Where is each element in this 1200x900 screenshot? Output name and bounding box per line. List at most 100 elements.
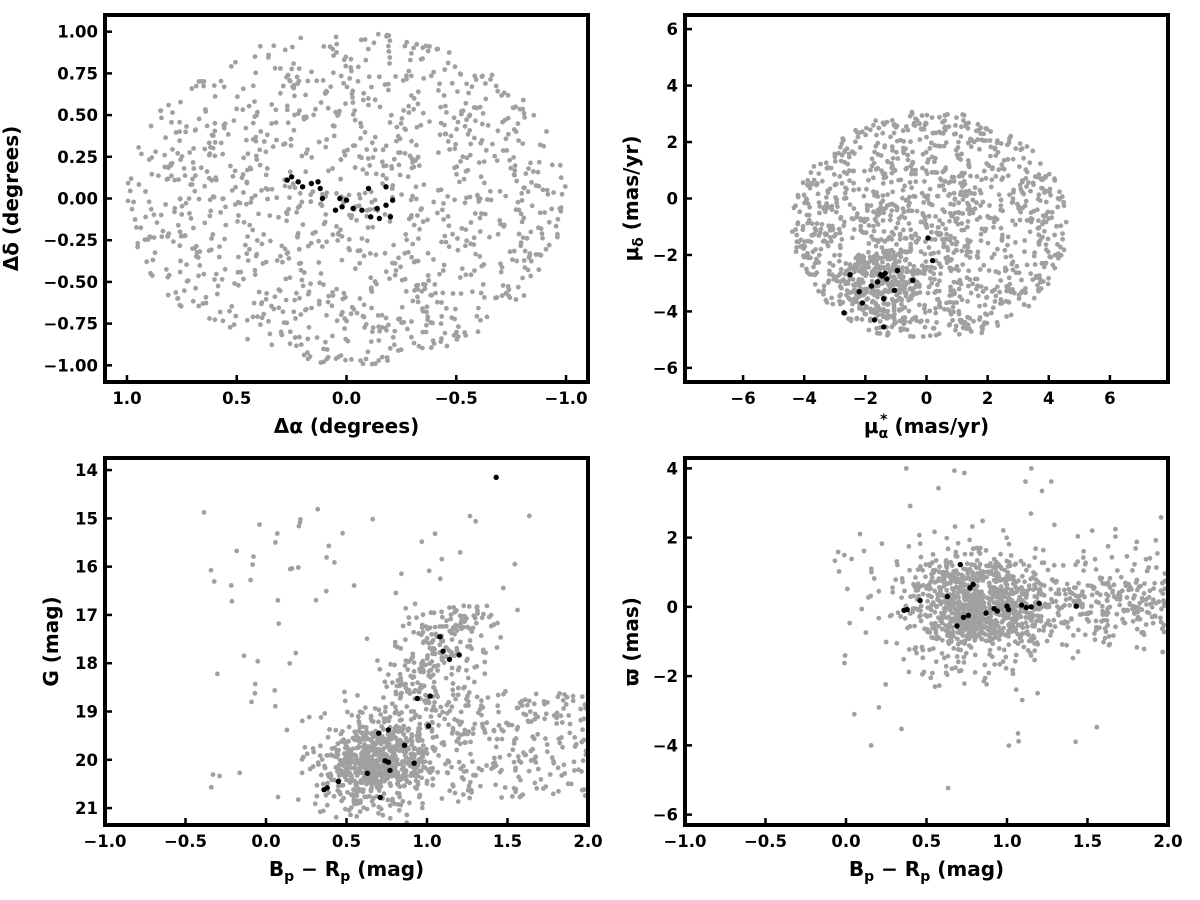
y-tick-label: −0.50 [43,273,98,292]
field-star-point [531,701,537,707]
field-star-point [376,338,382,343]
field-star-point [832,558,838,564]
field-star-point [343,63,349,69]
field-star-point [968,206,973,212]
field-star-point [396,162,402,168]
field-star-point [343,101,348,107]
field-star-point [470,731,476,737]
field-star-point [849,556,854,562]
field-star-point [435,210,440,216]
field-star-point [562,184,568,189]
field-star-point [487,736,492,742]
field-star-point [428,610,434,616]
field-star-point [160,228,166,234]
field-star-point [541,143,547,149]
field-star-point [423,692,428,698]
field-star-point [937,278,942,284]
field-star-point [570,693,576,699]
field-star-point [455,799,461,804]
field-star-point [891,308,897,313]
field-star-point [296,261,302,267]
field-star-point [892,203,898,209]
field-star-point [929,229,934,235]
field-star-point [882,171,888,177]
field-star-point [183,129,189,135]
field-star-point [919,318,924,324]
field-star-point [839,237,845,242]
x-tick-label: −0.5 [435,389,478,408]
field-star-point [361,302,367,308]
field-star-point [827,260,833,266]
field-star-point [551,190,556,195]
field-star-point [977,315,983,320]
field-star-point [268,238,273,244]
field-star-point [210,145,216,151]
field-star-point [886,252,892,258]
field-star-point [146,199,152,205]
field-star-point [420,281,426,287]
field-star-point [830,263,836,268]
field-star-point [439,609,444,615]
field-star-point [400,759,405,764]
field-star-point [910,167,915,173]
field-star-point [538,252,544,258]
field-star-point [475,611,480,616]
field-star-point [250,562,256,567]
field-star-point [964,252,969,258]
field-star-point [978,203,983,209]
field-star-point [285,120,291,126]
field-star-point [890,589,896,595]
field-star-point [1000,528,1006,533]
field-star-point [267,213,273,219]
field-star-point [409,254,414,260]
field-star-point [191,166,197,171]
field-star-point [985,213,990,219]
field-star-point [311,749,317,755]
field-star-point [1030,277,1036,283]
field-star-point [557,162,563,168]
field-star-point [982,624,987,629]
field-star-point [867,318,873,324]
field-star-point [246,103,252,109]
field-star-point [300,222,306,228]
y-tick-label: 16 [75,558,98,577]
field-star-point [388,112,394,118]
field-star-point [941,584,947,589]
field-star-point [982,302,988,308]
field-star-point [284,218,289,224]
field-star-point [1045,236,1051,242]
field-star-point [381,791,387,797]
field-star-point [488,77,493,82]
field-star-point [403,637,408,643]
field-star-point [218,140,224,146]
field-star-point [444,623,449,629]
field-star-point [252,267,258,273]
field-star-point [889,279,894,285]
field-star-point [959,170,965,176]
field-star-point [892,264,898,270]
field-star-point [427,119,432,124]
field-star-point [368,788,374,794]
field-star-point [385,672,391,677]
field-star-point [305,336,311,342]
field-star-point [850,235,855,241]
field-star-point [493,782,498,788]
field-star-point [207,151,213,157]
field-star-point [975,293,981,299]
field-star-point [303,92,308,98]
field-star-point [402,126,408,132]
field-star-point [544,129,549,134]
field-star-point [439,556,445,562]
field-star-point [378,755,384,761]
field-star-point [345,338,351,344]
field-star-point [404,778,410,783]
field-star-point [952,210,958,216]
field-star-point [555,234,560,240]
field-star-point [513,104,519,110]
field-star-point [517,700,523,706]
field-star-point [942,112,948,118]
field-star-point [334,748,340,754]
field-star-point [435,663,441,668]
field-star-point [961,180,967,186]
